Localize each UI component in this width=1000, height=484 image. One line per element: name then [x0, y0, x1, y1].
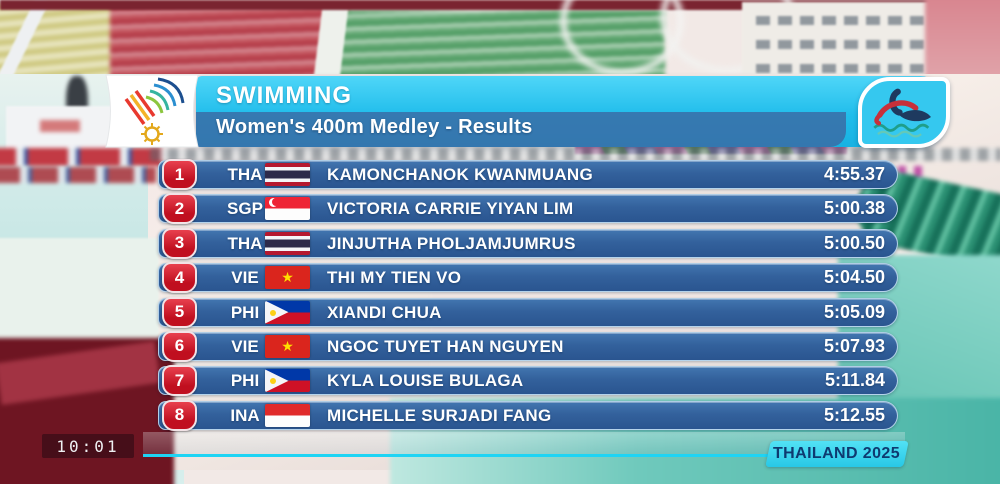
result-time: 5:05.09 — [823, 301, 885, 322]
broadcast-clock: 10:01 — [42, 434, 134, 458]
country-code: VIE — [231, 268, 259, 288]
athlete-name: NGOC TUYET HAN NGUYEN — [327, 336, 564, 356]
athlete-name: JINJUTHA PHOLJAMJUMRUS — [327, 233, 576, 253]
lane-rope-red — [0, 167, 156, 183]
result-time: 5:12.55 — [823, 404, 885, 425]
country-code: SGP — [227, 199, 263, 219]
country-flag-icon: ★ — [265, 369, 310, 393]
country-flag-icon: ★ — [265, 163, 310, 186]
building-windows — [756, 64, 996, 73]
advertising-logo — [40, 120, 80, 132]
rank-badge: 8 — [162, 399, 197, 431]
rank-badge: 7 — [162, 365, 197, 397]
country-flag-icon: ★ — [265, 231, 310, 255]
result-row: 8 INA ★ MICHELLE SURJADI FANG 5:12.55 — [158, 399, 898, 431]
rank-badge: 1 — [162, 159, 197, 190]
athlete-name: MICHELLE SURJADI FANG — [327, 405, 552, 425]
athlete-name: XIANDI CHUA — [327, 302, 442, 322]
result-time: 5:04.50 — [823, 267, 885, 288]
athlete-name: VICTORIA CARRIE YIYAN LIM — [327, 199, 574, 219]
country-code: THA — [227, 165, 263, 184]
country-code: PHI — [230, 302, 260, 322]
building-windows — [756, 16, 996, 25]
country-flag-icon: ★ — [265, 266, 310, 290]
result-row: 7 PHI ★ KYLA LOUISE BULAGA 5:11.84 — [158, 365, 898, 397]
event-title: Women's 400m Medley - Results — [216, 116, 533, 138]
results-table: 1 THA ★ KAMONCHANOK KWANMUANG 4:55.37 2 … — [158, 159, 898, 435]
thailand-2025-label: THAILAND 2025 — [773, 445, 901, 462]
result-row: 5 PHI ★ XIANDI CHUA 5:05.09 — [158, 296, 898, 328]
rank-badge: 4 — [162, 262, 197, 294]
country-flag-icon: ★ — [265, 197, 310, 221]
country-code: THA — [227, 233, 263, 253]
pool-edge-rope — [150, 148, 1000, 161]
result-time: 5:07.93 — [823, 335, 885, 356]
grandstand-top-edge — [0, 0, 1000, 10]
result-time: 4:55.37 — [823, 164, 885, 184]
building-windows — [756, 40, 996, 49]
result-time: 5:11.84 — [824, 370, 885, 391]
swimming-pictogram-icon — [858, 77, 950, 148]
lane-rope-red — [0, 148, 162, 166]
country-flag-icon: ★ — [265, 403, 310, 427]
country-code: INA — [230, 405, 260, 425]
rank-badge: 3 — [162, 227, 197, 259]
result-time: 5:00.50 — [823, 232, 885, 253]
result-row: 4 VIE ★ THI MY TIEN VO 5:04.50 — [158, 262, 898, 294]
athlete-name: KYLA LOUISE BULAGA — [327, 371, 524, 391]
country-flag-icon: ★ — [265, 334, 310, 358]
sport-title: SWIMMING — [216, 82, 352, 109]
country-code: PHI — [230, 371, 260, 391]
sea-games-2025-emblem-icon — [102, 69, 202, 153]
header-subtitle-bar — [196, 112, 846, 147]
country-flag-icon: ★ — [265, 300, 310, 324]
result-time: 5:00.38 — [823, 198, 885, 219]
grandstand-red-seats — [110, 6, 348, 80]
country-code: VIE — [231, 336, 259, 356]
thailand-2025-badge: THAILAND 2025 — [765, 441, 909, 467]
result-row: 2 SGP ★ VICTORIA CARRIE YIYAN LIM 5:00.3… — [158, 193, 898, 225]
rank-badge: 2 — [162, 193, 197, 225]
athlete-name: KAMONCHANOK KWANMUANG — [327, 165, 593, 184]
athlete-name: THI MY TIEN VO — [327, 268, 462, 288]
rank-badge: 6 — [162, 330, 197, 362]
result-row: 1 THA ★ KAMONCHANOK KWANMUANG 4:55.37 — [158, 159, 898, 190]
result-row: 6 VIE ★ NGOC TUYET HAN NGUYEN 5:07.93 — [158, 330, 898, 362]
result-row: 3 THA ★ JINJUTHA PHOLJAMJUMRUS 5:00.50 — [158, 227, 898, 259]
rank-badge: 5 — [162, 296, 197, 328]
